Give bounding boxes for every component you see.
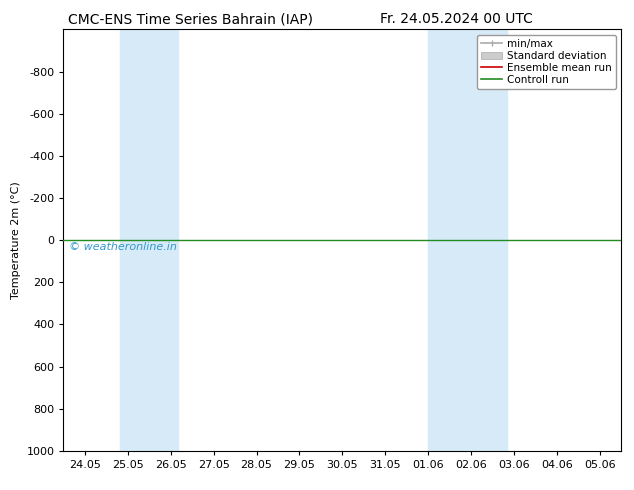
Text: Fr. 24.05.2024 00 UTC: Fr. 24.05.2024 00 UTC [380, 12, 533, 26]
Y-axis label: Temperature 2m (°C): Temperature 2m (°C) [11, 181, 21, 299]
Text: CMC-ENS Time Series Bahrain (IAP): CMC-ENS Time Series Bahrain (IAP) [68, 12, 313, 26]
Legend: min/max, Standard deviation, Ensemble mean run, Controll run: min/max, Standard deviation, Ensemble me… [477, 35, 616, 89]
Bar [428, 29, 507, 451]
Bar [120, 29, 178, 451]
Text: © weatheronline.in: © weatheronline.in [69, 242, 177, 252]
